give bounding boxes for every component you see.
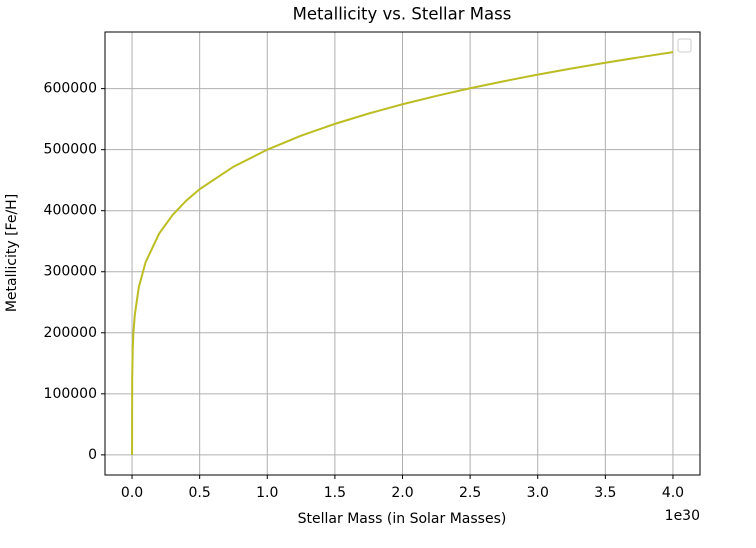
x-tick-label: 3.0 bbox=[527, 485, 549, 501]
y-tick-label: 300000 bbox=[44, 264, 97, 280]
x-axis-label: Stellar Mass (in Solar Masses) bbox=[298, 511, 507, 527]
x-tick-label: 1.0 bbox=[256, 485, 278, 501]
line bbox=[131, 51, 674, 455]
x-tick-label: 0.0 bbox=[121, 485, 143, 501]
x-tick-label: 0.5 bbox=[189, 485, 211, 501]
y-tick-label: 400000 bbox=[44, 203, 97, 219]
x-tick-label: 4.0 bbox=[662, 485, 684, 501]
y-tick-label: 600000 bbox=[44, 81, 97, 97]
y-tick-label: 0 bbox=[88, 447, 97, 463]
y-tick-label: 500000 bbox=[44, 142, 97, 158]
y-tick-label: 100000 bbox=[44, 386, 97, 402]
x-tick-label: 1.5 bbox=[324, 485, 346, 501]
y-tick-label: 200000 bbox=[44, 325, 97, 341]
x-tick-label: 3.5 bbox=[594, 485, 616, 501]
x-tick-label: 2.5 bbox=[459, 485, 481, 501]
x-offset-label: 1e30 bbox=[665, 508, 700, 524]
x-tick-label: 2.0 bbox=[391, 485, 413, 501]
chart-title: Metallicity vs. Stellar Mass bbox=[293, 5, 512, 24]
legend bbox=[677, 38, 692, 53]
y-axis-label: Metallicity [Fe/H] bbox=[4, 194, 20, 312]
plot-frame bbox=[104, 31, 701, 476]
